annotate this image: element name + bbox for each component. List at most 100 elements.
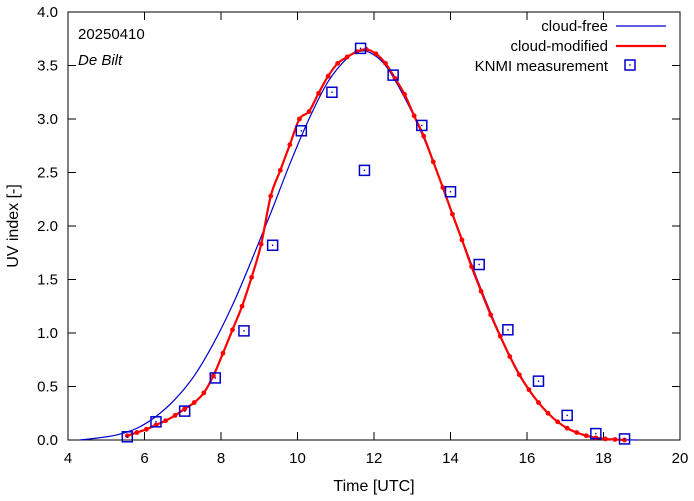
x-tick-label: 10 bbox=[289, 450, 306, 467]
cloud-modified-point bbox=[258, 241, 264, 247]
knmi-measurement-marker bbox=[561, 409, 573, 422]
cloud-modified-point bbox=[603, 436, 608, 442]
knmi-measurement-center bbox=[183, 410, 186, 412]
y-tick-labels: 0.0 0.5 1.0 1.5 2.0 2.5 3.0 3.5 4.0 bbox=[37, 4, 58, 449]
cloud-modified-point bbox=[191, 400, 197, 405]
series-line-cloud-modified bbox=[126, 48, 625, 442]
cloud-modified-point bbox=[450, 211, 455, 217]
knmi-measurement-center bbox=[271, 244, 274, 246]
y-tick-label: 1.5 bbox=[37, 272, 58, 289]
knmi-measurement-center bbox=[537, 380, 540, 382]
knmi-measurement-center bbox=[155, 421, 157, 423]
cloud-modified-point bbox=[459, 237, 465, 243]
legend-label-cloud-free: cloud-free bbox=[541, 18, 608, 35]
knmi-measurement-marker bbox=[502, 324, 514, 336]
knmi-measurement-center bbox=[363, 169, 366, 172]
cloud-modified-point bbox=[268, 193, 274, 199]
knmi-measurement-marker bbox=[121, 431, 134, 443]
y-tick-label: 0.5 bbox=[37, 379, 58, 396]
y-tick-label: 3.0 bbox=[37, 111, 58, 128]
y-tick-label: 0.0 bbox=[37, 432, 58, 449]
knmi-measurement-center bbox=[126, 436, 128, 438]
knmi-measurement-marker bbox=[326, 86, 338, 98]
knmi-measurement-center bbox=[449, 191, 452, 193]
cloud-modified-point bbox=[316, 90, 321, 96]
knmi-measurement-center bbox=[507, 329, 509, 331]
cloud-modified-point bbox=[497, 333, 503, 339]
x-tick-label: 8 bbox=[217, 450, 225, 467]
series-layer bbox=[79, 42, 638, 445]
cloud-modified-point bbox=[344, 54, 350, 60]
knmi-measurement-marker bbox=[416, 119, 428, 132]
cloud-modified-point bbox=[536, 400, 541, 405]
knmi-measurement-center bbox=[331, 91, 333, 93]
cloud-modified-point bbox=[172, 412, 178, 418]
knmi-measurement-marker bbox=[209, 372, 222, 384]
cloud-modified-point bbox=[249, 274, 255, 280]
x-tick-label: 20 bbox=[672, 450, 689, 467]
knmi-measurement-center bbox=[566, 414, 568, 417]
cloud-modified-point bbox=[583, 433, 589, 439]
cloud-modified-point bbox=[440, 185, 446, 190]
knmi-measurement-marker bbox=[358, 164, 371, 177]
cloud-modified-point bbox=[411, 113, 417, 119]
cloud-modified-point bbox=[373, 51, 379, 57]
cloud-modified-point bbox=[325, 73, 331, 79]
knmi-measurement-marker bbox=[473, 258, 485, 271]
knmi-measurement-center bbox=[359, 47, 362, 50]
knmi-measurement-marker bbox=[387, 69, 399, 81]
cloud-modified-point bbox=[526, 387, 532, 393]
knmi-measurement-center bbox=[243, 330, 245, 332]
cloud-modified-point bbox=[144, 426, 149, 432]
y-tick-label: 2.5 bbox=[37, 165, 58, 182]
cloud-modified-point bbox=[239, 303, 245, 309]
cloud-modified-point bbox=[612, 437, 618, 442]
cloud-modified-point bbox=[421, 133, 427, 139]
knmi-measurement-marker bbox=[178, 405, 191, 417]
cloud-modified-point bbox=[335, 60, 341, 66]
knmi-measurement-marker bbox=[590, 427, 602, 440]
knmi-measurement-center bbox=[421, 124, 423, 127]
x-tick-label: 16 bbox=[519, 450, 536, 467]
cloud-modified-point bbox=[430, 159, 436, 165]
cloud-modified-point bbox=[277, 167, 283, 173]
x-tick-label: 6 bbox=[140, 450, 148, 467]
legend: cloud-free cloud-modified KNMI measureme… bbox=[475, 18, 666, 75]
cloud-modified-point bbox=[124, 433, 130, 439]
cloud-modified-point bbox=[564, 425, 570, 431]
cloud-modified-point bbox=[182, 406, 188, 412]
knmi-measurement-center bbox=[300, 130, 303, 132]
knmi-measurement-marker bbox=[618, 433, 631, 445]
cloud-modified-point bbox=[306, 109, 312, 114]
cloud-modified-point bbox=[574, 430, 580, 435]
knmi-measurement-center bbox=[623, 438, 626, 440]
knmi-measurement-marker bbox=[444, 186, 457, 198]
cloud-modified-point bbox=[383, 60, 388, 66]
x-tick-label: 14 bbox=[442, 450, 459, 467]
knmi-measurement-marker bbox=[532, 375, 545, 387]
legend-label-cloud-modified: cloud-modified bbox=[510, 38, 608, 55]
date-annotation: 20250410 bbox=[78, 26, 145, 43]
x-tick-labels: 4 6 8 10 12 14 16 18 20 bbox=[64, 450, 689, 467]
cloud-modified-point bbox=[210, 373, 216, 379]
location-annotation: De Bilt bbox=[78, 52, 123, 69]
x-axis-label: Time [UTC] bbox=[333, 478, 414, 495]
cloud-modified-point bbox=[516, 372, 522, 378]
y-tick-label: 3.5 bbox=[37, 58, 58, 75]
cloud-modified-point bbox=[488, 312, 494, 318]
knmi-measurement-center bbox=[595, 432, 597, 435]
axis-ticks bbox=[67, 11, 681, 441]
y-axis-label: UV index [-] bbox=[5, 184, 22, 268]
knmi-measurement-marker bbox=[238, 325, 250, 337]
knmi-measurement-center bbox=[392, 74, 394, 76]
knmi-measurement-center bbox=[478, 263, 480, 266]
legend-marker-knmi-dot bbox=[629, 64, 631, 66]
y-tick-label: 2.0 bbox=[37, 218, 58, 235]
cloud-modified-point bbox=[287, 142, 293, 148]
cloud-modified-point bbox=[201, 390, 207, 396]
knmi-measurement-center bbox=[214, 377, 216, 379]
series-line-cloud-free bbox=[79, 50, 638, 441]
legend-marker-knmi-measurement bbox=[624, 59, 636, 71]
y-tick-label: 4.0 bbox=[37, 4, 58, 21]
